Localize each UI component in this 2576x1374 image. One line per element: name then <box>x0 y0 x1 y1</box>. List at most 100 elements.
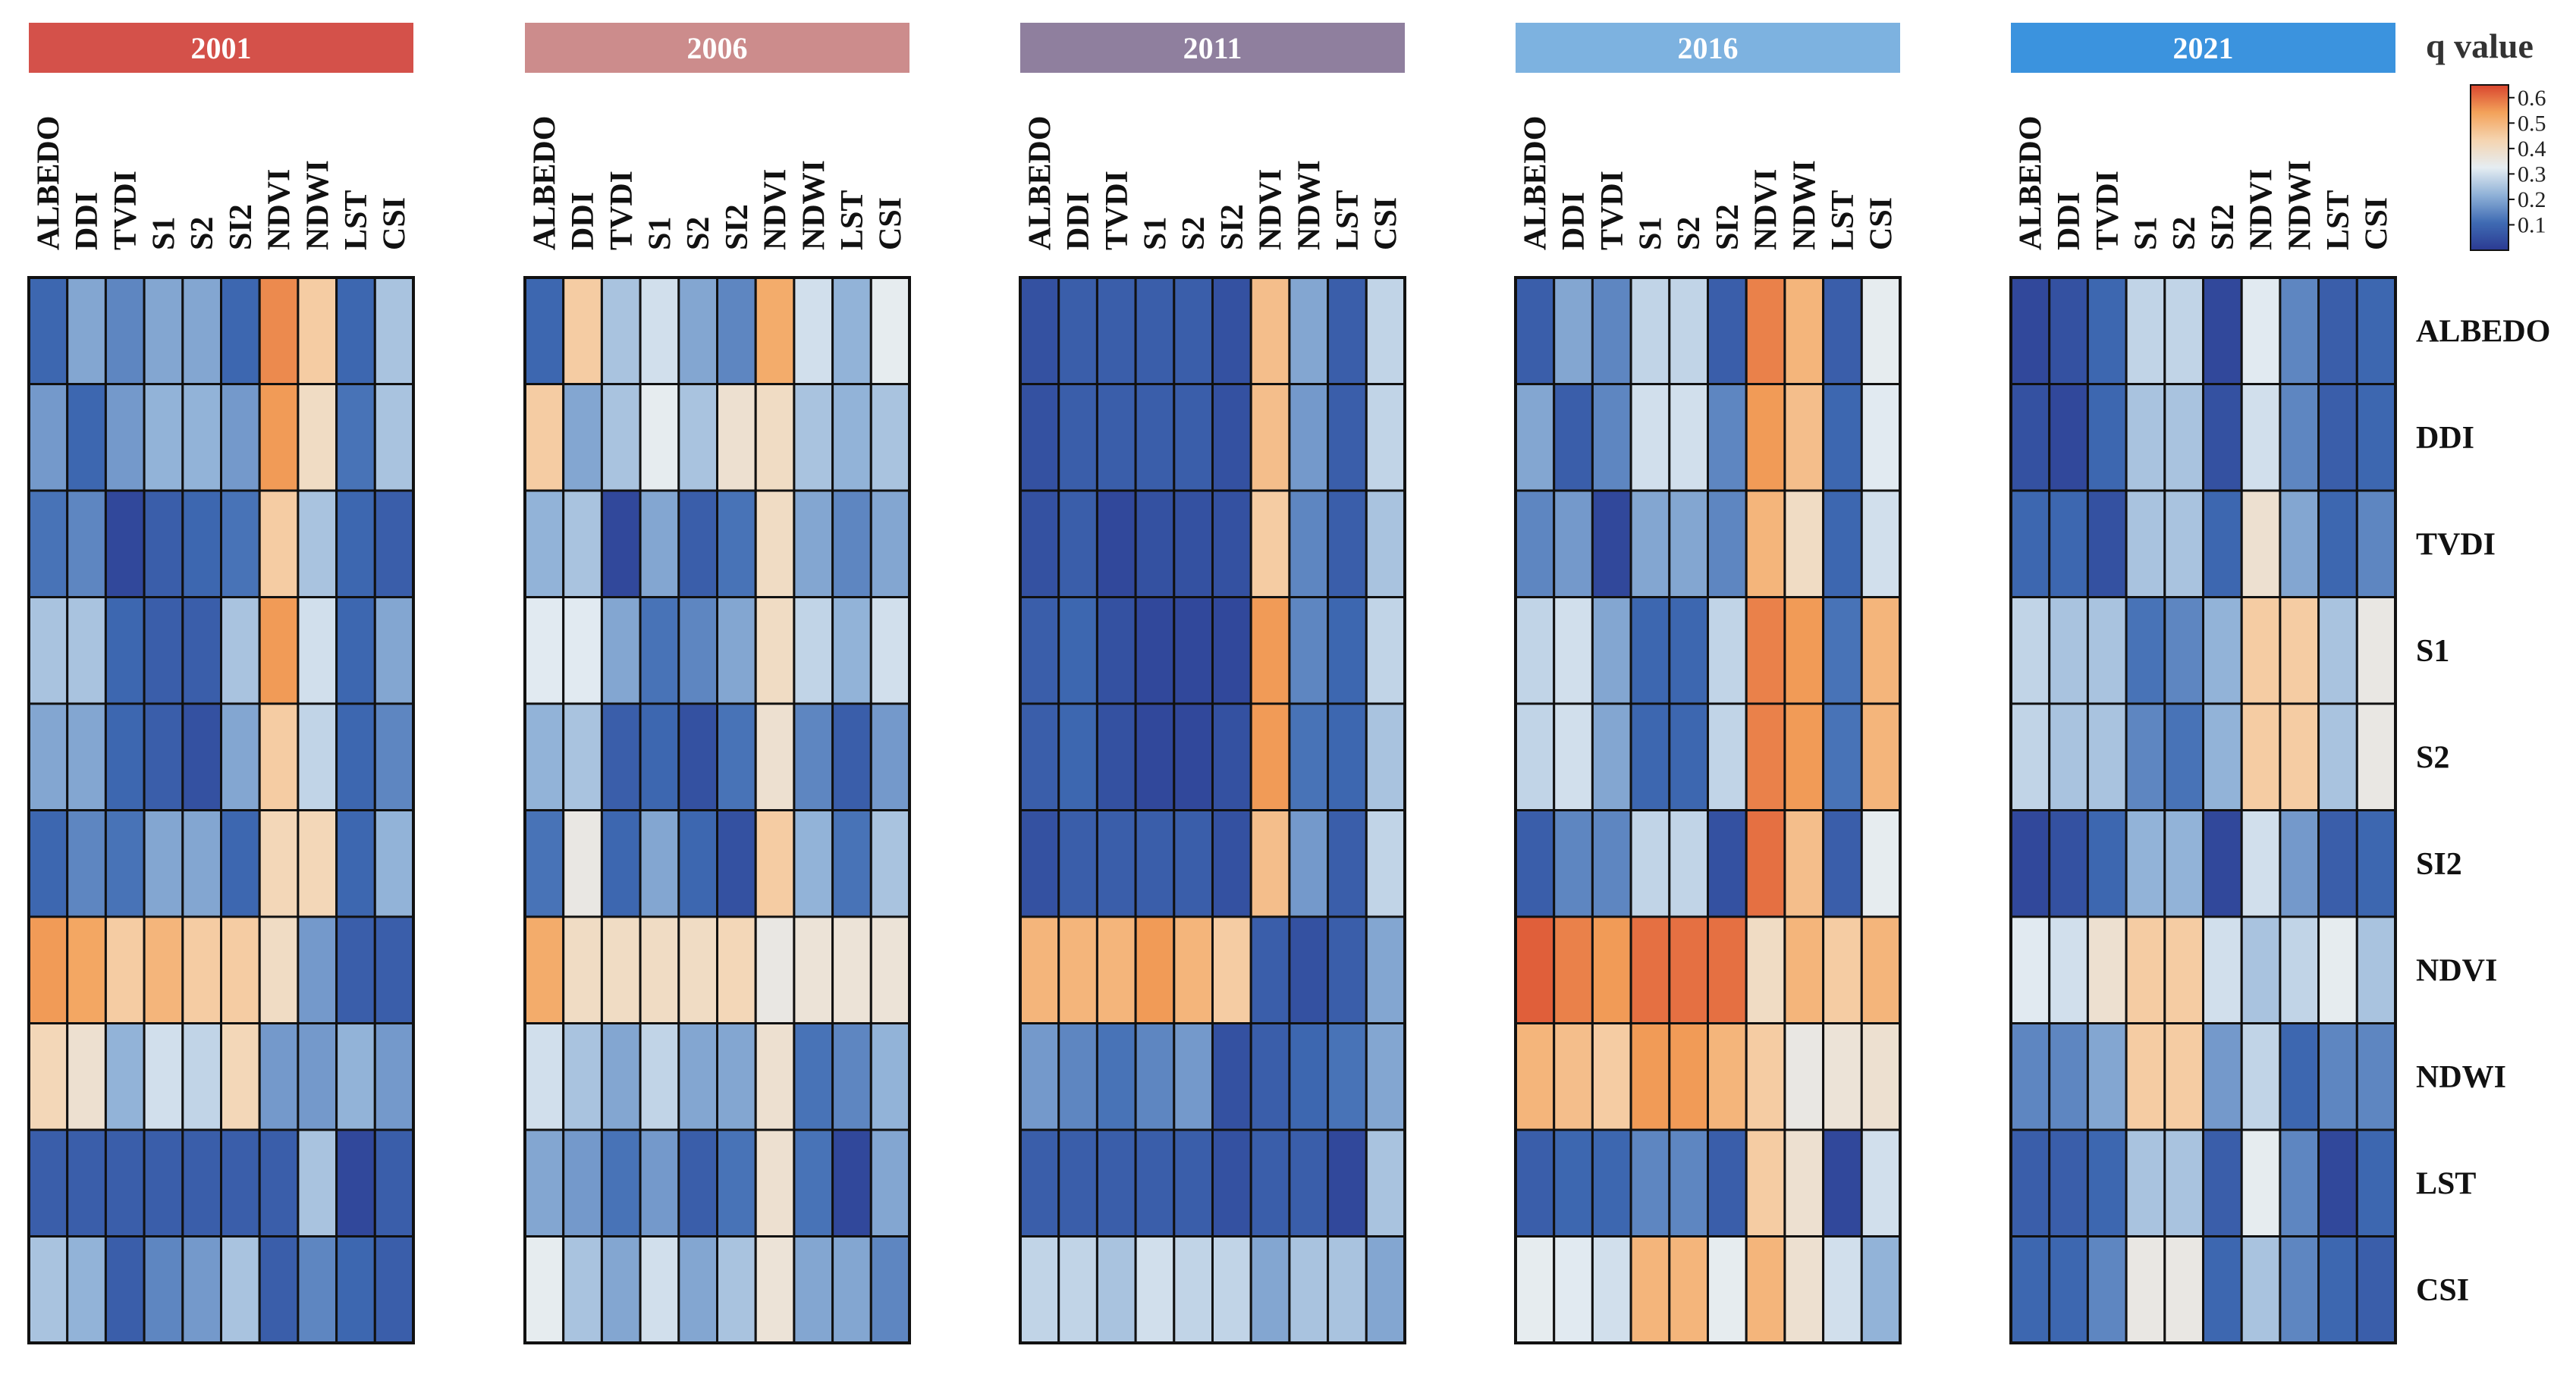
column-label: S2 <box>1176 217 1211 250</box>
heatmap-cell <box>754 1022 796 1131</box>
column-label: TVDI <box>108 171 143 250</box>
heatmap-cell <box>373 915 415 1024</box>
heatmap-cell <box>2240 596 2282 705</box>
grid-border <box>27 276 415 1344</box>
column-label: NDVI <box>2245 169 2279 250</box>
heatmap-cell <box>1019 1235 1060 1344</box>
heatmap-cell <box>2086 1022 2128 1131</box>
heatmap-cell <box>66 1235 107 1344</box>
heatmap-cell <box>639 383 680 492</box>
heatmap-cell <box>1173 383 1214 492</box>
heatmap-cell <box>1211 702 1252 811</box>
heatmap-cell <box>1745 702 1786 811</box>
heatmap-cell <box>1668 1022 1710 1131</box>
heatmap-cell <box>677 276 718 385</box>
heatmap-cell <box>1514 596 1556 705</box>
heatmap-cell <box>27 1022 69 1131</box>
heatmap-cell <box>220 383 261 492</box>
heatmap-cell <box>104 1022 146 1131</box>
heatmap-cell <box>220 276 261 385</box>
heatmap-cell <box>1553 1022 1594 1131</box>
heatmap-cell <box>335 809 376 918</box>
heatmap-cell <box>831 1128 872 1238</box>
heatmap-cell <box>2355 809 2397 918</box>
heatmap-cell <box>677 596 718 705</box>
heatmap-cell <box>600 276 642 385</box>
heatmap-cell <box>297 276 338 385</box>
heatmap-cell <box>1134 1022 1176 1131</box>
heatmap-cell <box>297 596 338 705</box>
heatmap-cell <box>1211 809 1252 918</box>
heatmap-cell <box>754 276 796 385</box>
heatmap-cell <box>2355 383 2397 492</box>
heatmap-cell <box>1745 1022 1786 1131</box>
heatmap-cell <box>869 702 911 811</box>
heatmap-cell <box>523 1128 565 1238</box>
heatmap-cell <box>2009 489 2051 598</box>
heatmap-cell <box>27 489 69 598</box>
heatmap-cell <box>2240 383 2282 492</box>
heatmap-cell <box>754 915 796 1024</box>
column-label: DDI <box>566 192 601 250</box>
heatmap-cell <box>373 489 415 598</box>
heatmap-cell <box>677 1128 718 1238</box>
heatmap-cell <box>2048 915 2089 1024</box>
heatmap-cell <box>1365 596 1406 705</box>
heatmap-cell <box>2048 383 2089 492</box>
heatmap-cell <box>639 276 680 385</box>
heatmap-cell <box>27 276 69 385</box>
heatmap-cell <box>754 596 796 705</box>
heatmap-cell <box>1019 489 1060 598</box>
heatmap-cell <box>1707 1022 1748 1131</box>
heatmap-cell <box>2202 276 2243 385</box>
heatmap-cell <box>1134 596 1176 705</box>
heatmap-cell <box>1822 702 1863 811</box>
heatmap-cell <box>716 276 757 385</box>
heatmap-cell <box>754 1235 796 1344</box>
heatmap-cell <box>1745 383 1786 492</box>
heatmap-cell <box>793 1235 834 1344</box>
heatmap-cell <box>220 596 261 705</box>
heatmap-cell <box>1860 383 1902 492</box>
panel-2021: 2021 ALBEDO DDI TVDI S1 S2 SI2 NDVI NDWI LST CSI <box>2009 23 2397 1344</box>
heatmap-cell <box>1134 276 1176 385</box>
heatmap-cell <box>1095 702 1137 811</box>
column-label: NDVI <box>759 169 793 250</box>
heatmap-cell <box>754 383 796 492</box>
column-label: LST <box>1330 190 1365 250</box>
heatmap-cell <box>2048 1022 2089 1131</box>
heatmap-cell <box>1514 1128 1556 1238</box>
heatmap-cell <box>1553 1128 1594 1238</box>
heatmap-cell <box>600 1022 642 1131</box>
heatmap-cell <box>562 702 603 811</box>
heatmap-cell <box>258 596 300 705</box>
heatmap-cell <box>1668 1235 1710 1344</box>
heatmap-cell <box>1822 809 1863 918</box>
heatmap-cell <box>523 596 565 705</box>
grid-border <box>1019 276 1406 1344</box>
heatmap-cell <box>143 383 184 492</box>
heatmap-cell <box>335 1235 376 1344</box>
heatmap-cell <box>1629 915 1671 1024</box>
heatmap-cell <box>600 1235 642 1344</box>
heatmap-cell <box>373 383 415 492</box>
heatmap-cell <box>716 596 757 705</box>
column-label: LST <box>339 190 374 250</box>
heatmap-cell <box>1249 702 1291 811</box>
heatmap-cell <box>181 915 223 1024</box>
heatmap-cell <box>1249 1022 1291 1131</box>
column-label: SI2 <box>720 204 755 250</box>
column-label: CSI <box>874 197 909 250</box>
column-label: CSI <box>378 197 413 250</box>
heatmap-cell <box>1707 915 1748 1024</box>
heatmap-cell <box>1173 702 1214 811</box>
heatmap-cell <box>1134 1128 1176 1238</box>
heatmap-cell <box>1822 1235 1863 1344</box>
heatmap-cell <box>1629 702 1671 811</box>
heatmap-cell <box>1783 276 1825 385</box>
heatmap-cell <box>1591 809 1632 918</box>
heatmap-cell <box>793 915 834 1024</box>
heatmap-cell <box>104 276 146 385</box>
heatmap-cell <box>1211 276 1252 385</box>
heatmap-cell <box>2125 1128 2166 1238</box>
